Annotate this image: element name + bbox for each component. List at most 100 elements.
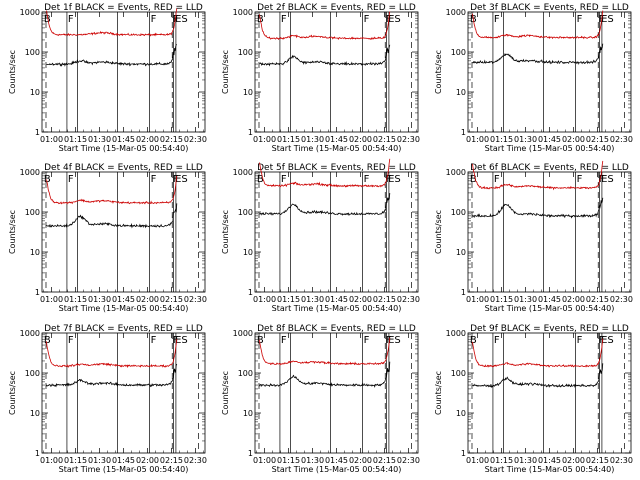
marker-label: F	[386, 335, 392, 346]
x-axis-label: Start Time (15-Mar-05 00:54:40)	[485, 304, 615, 313]
plot-frame	[41, 332, 206, 454]
marker-label: F	[68, 335, 74, 346]
y-tick-label: 100	[451, 48, 466, 57]
marker-label: B	[44, 174, 51, 185]
x-tick-label: 01:30	[514, 295, 537, 304]
x-tick-label: 01:00	[253, 135, 276, 144]
panel-title: Det 2f BLACK = Events, RED = LLD	[257, 3, 416, 13]
x-tick-label: 01:15	[64, 135, 87, 144]
x-tick-label: 02:00	[136, 295, 159, 304]
marker-label: ES	[388, 335, 401, 346]
marker-label: F	[577, 174, 583, 185]
y-tick-label: 10	[243, 409, 253, 418]
x-axis-label: Start Time (15-Mar-05 00:54:40)	[272, 465, 402, 474]
x-tick-label: 01:45	[112, 135, 135, 144]
x-tick-label: 01:15	[490, 456, 513, 465]
x-tick-label: 02:30	[610, 295, 633, 304]
marker-label: F	[173, 335, 179, 346]
y-tick-label: 10	[30, 248, 40, 257]
marker-label: F	[386, 174, 392, 185]
y-tick-label: 1	[461, 288, 466, 297]
y-tick-label: 10	[243, 248, 253, 257]
x-tick-label: 01:45	[112, 456, 135, 465]
x-tick-label: 02:15	[586, 456, 609, 465]
x-tick-label: 02:30	[610, 456, 633, 465]
x-tick-label: 01:45	[325, 456, 348, 465]
x-tick-label: 01:30	[88, 295, 111, 304]
y-tick-label: 1	[461, 449, 466, 458]
x-tick-label: 01:30	[301, 135, 324, 144]
x-tick-label: 02:15	[373, 295, 396, 304]
y-tick-label: 1	[248, 288, 253, 297]
panel-title: Det 9f BLACK = Events, RED = LLD	[470, 324, 629, 334]
marker-label: ES	[601, 335, 614, 346]
lld-series-line	[259, 337, 391, 366]
events-series-line	[472, 363, 604, 389]
x-tick-label: 02:00	[136, 456, 159, 465]
panel-title: Det 7f BLACK = Events, RED = LLD	[44, 324, 203, 334]
y-tick-label: 100	[25, 369, 40, 378]
y-tick-label: 10	[30, 409, 40, 418]
x-tick-label: 02:00	[562, 295, 585, 304]
y-axis-label: Counts/sec	[8, 50, 17, 94]
x-tick-label: 02:30	[610, 135, 633, 144]
y-tick-label: 1000	[233, 329, 253, 338]
x-tick-label: 02:30	[397, 295, 420, 304]
y-tick-label: 1	[248, 449, 253, 458]
x-tick-label: 02:30	[184, 456, 207, 465]
x-axis-label: Start Time (15-Mar-05 00:54:40)	[59, 144, 189, 153]
panel-det-7: Det 7f BLACK = Events, RED = LLD 1 10 100 10…	[8, 324, 207, 474]
plot-frame	[41, 171, 206, 293]
y-tick-label: 10	[243, 88, 253, 97]
lld-series-line	[259, 158, 391, 188]
x-axis-label: Start Time (15-Mar-05 00:54:40)	[485, 465, 615, 474]
events-series-line	[46, 363, 178, 388]
panel-title: Det 1f BLACK = Events, RED = LLD	[44, 3, 203, 13]
x-tick-label: 01:00	[466, 456, 489, 465]
x-tick-label: 02:00	[349, 135, 372, 144]
y-tick-label: 1	[35, 128, 40, 137]
x-tick-label: 01:30	[88, 135, 111, 144]
marker-label: F	[281, 174, 287, 185]
marker-label: ES	[175, 335, 188, 346]
y-tick-label: 100	[238, 369, 253, 378]
marker-label: B	[257, 335, 264, 346]
x-tick-label: 01:15	[490, 135, 513, 144]
marker-label: ES	[175, 14, 188, 25]
marker-label: F	[173, 174, 179, 185]
y-tick-label: 1	[248, 128, 253, 137]
plot-frame	[41, 11, 206, 133]
lld-series-line	[472, 338, 604, 368]
marker-label: ES	[601, 174, 614, 185]
x-tick-label: 02:00	[136, 135, 159, 144]
x-tick-label: 01:45	[538, 135, 561, 144]
y-tick-label: 1000	[446, 8, 466, 17]
events-series-line	[46, 44, 177, 67]
panel-det-4: Det 4f BLACK = Events, RED = LLD 1 10 100 10…	[8, 163, 207, 313]
x-tick-label: 01:00	[40, 295, 63, 304]
marker-label: F	[151, 335, 157, 346]
y-tick-label: 1	[461, 128, 466, 137]
y-tick-label: 1000	[446, 329, 466, 338]
marker-label: ES	[388, 14, 401, 25]
panel-det-5: Det 5f BLACK = Events, RED = LLD 1 10 100 10…	[221, 158, 420, 313]
marker-label: F	[599, 335, 605, 346]
y-tick-label: 10	[456, 248, 466, 257]
x-tick-label: 01:30	[88, 456, 111, 465]
marker-label: F	[68, 14, 74, 25]
marker-label: F	[494, 335, 500, 346]
x-tick-label: 01:00	[466, 295, 489, 304]
x-tick-label: 02:15	[586, 135, 609, 144]
marker-label: F	[577, 14, 583, 25]
y-axis-label: Counts/sec	[221, 371, 230, 415]
x-tick-label: 01:00	[40, 135, 63, 144]
y-tick-label: 1000	[233, 168, 253, 177]
x-tick-label: 02:00	[349, 295, 372, 304]
x-tick-label: 01:45	[112, 295, 135, 304]
x-axis-label: Start Time (15-Mar-05 00:54:40)	[485, 144, 615, 153]
x-tick-label: 02:00	[349, 456, 372, 465]
x-tick-label: 02:15	[586, 295, 609, 304]
marker-label: F	[364, 335, 370, 346]
y-axis-label: Counts/sec	[8, 210, 17, 254]
plot-frame	[254, 171, 419, 293]
